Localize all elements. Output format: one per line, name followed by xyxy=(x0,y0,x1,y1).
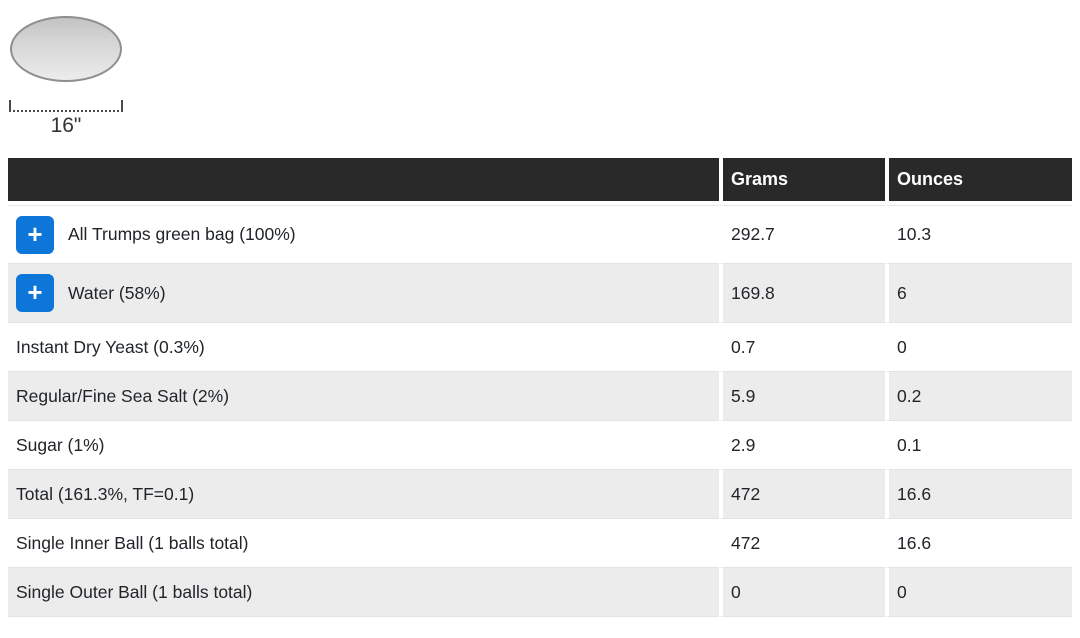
ounces-cell: 6 xyxy=(885,264,1072,323)
ingredient-cell: Total (161.3%, TF=0.1) xyxy=(8,470,719,519)
ingredient-label: Total (161.3%, TF=0.1) xyxy=(16,483,195,504)
ingredient-label: Regular/Fine Sea Salt (2%) xyxy=(16,385,230,406)
ounces-cell: 0.1 xyxy=(885,421,1072,470)
ingredient-label: Water (58%) xyxy=(68,282,166,303)
ounces-cell: 0.2 xyxy=(885,372,1072,421)
ingredient-cell: Regular/Fine Sea Salt (2%) xyxy=(8,372,719,421)
ingredients-table: Grams Ounces + All Trumps green bag (100… xyxy=(8,158,1072,617)
ounces-cell: 10.3 xyxy=(885,205,1072,264)
ounces-cell: 0 xyxy=(885,323,1072,372)
pan-size-visual: 16" xyxy=(0,0,160,150)
add-ingredient-button[interactable]: + xyxy=(16,274,54,312)
table-row: + Water (58%) 169.8 6 xyxy=(8,264,1072,323)
ingredient-label: Sugar (1%) xyxy=(16,434,105,455)
pan-width-measure-bracket xyxy=(9,100,123,112)
grams-cell: 292.7 xyxy=(719,205,885,264)
table-row: + All Trumps green bag (100%) 292.7 10.3 xyxy=(8,205,1072,264)
table-header-row: Grams Ounces xyxy=(8,158,1072,205)
ingredient-cell: Single Outer Ball (1 balls total) xyxy=(8,568,719,617)
grams-cell: 2.9 xyxy=(719,421,885,470)
grams-cell: 169.8 xyxy=(719,264,885,323)
ingredient-label: Instant Dry Yeast (0.3%) xyxy=(16,336,205,357)
table-row: Single Inner Ball (1 balls total) 472 16… xyxy=(8,519,1072,568)
table-row: Total (161.3%, TF=0.1) 472 16.6 xyxy=(8,470,1072,519)
table-row: Single Outer Ball (1 balls total) 0 0 xyxy=(8,568,1072,617)
grams-cell: 0.7 xyxy=(719,323,885,372)
plus-icon: + xyxy=(27,277,43,307)
ingredient-column-header xyxy=(8,158,719,205)
grams-cell: 0 xyxy=(719,568,885,617)
add-ingredient-button[interactable]: + xyxy=(16,215,54,254)
pan-ellipse-graphic xyxy=(10,16,122,82)
ingredient-label: Single Outer Ball (1 balls total) xyxy=(16,581,253,602)
table-row: Instant Dry Yeast (0.3%) 0.7 0 xyxy=(8,323,1072,372)
ingredient-label: All Trumps green bag (100%) xyxy=(68,224,296,244)
ounces-cell: 16.6 xyxy=(885,519,1072,568)
grams-column-header: Grams xyxy=(719,158,885,205)
ingredient-cell: + All Trumps green bag (100%) xyxy=(8,205,719,264)
ounces-cell: 0 xyxy=(885,568,1072,617)
pan-size-label: 16" xyxy=(50,114,82,137)
ingredient-cell: Sugar (1%) xyxy=(8,421,719,470)
table-row: Sugar (1%) 2.9 0.1 xyxy=(8,421,1072,470)
ingredient-label: Single Inner Ball (1 balls total) xyxy=(16,532,249,553)
plus-icon: + xyxy=(27,218,43,249)
ingredient-cell: Instant Dry Yeast (0.3%) xyxy=(8,323,719,372)
ingredient-cell: + Water (58%) xyxy=(8,264,719,323)
ingredient-cell: Single Inner Ball (1 balls total) xyxy=(8,519,719,568)
grams-cell: 5.9 xyxy=(719,372,885,421)
grams-cell: 472 xyxy=(719,470,885,519)
grams-cell: 472 xyxy=(719,519,885,568)
ounces-cell: 16.6 xyxy=(885,470,1072,519)
table-row: Regular/Fine Sea Salt (2%) 5.9 0.2 xyxy=(8,372,1072,421)
ounces-column-header: Ounces xyxy=(885,158,1072,205)
